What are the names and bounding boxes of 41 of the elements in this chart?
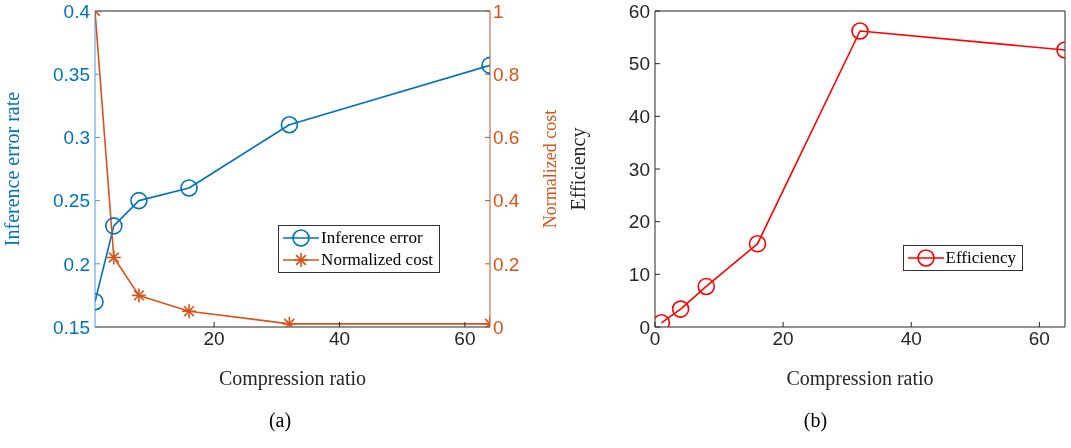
y2-tick-label: 1: [493, 0, 504, 22]
legend-label: Inference error: [321, 227, 423, 249]
y-tick-label: 0.15: [53, 316, 90, 338]
point: [671, 300, 690, 318]
y-axis-title: Inference error rate: [1, 91, 24, 247]
y2-tick-label: 0.6: [493, 127, 520, 149]
text: (a): [267, 409, 293, 432]
x-tick-label: 60: [1028, 328, 1050, 350]
legend-label: Normalized cost: [321, 249, 433, 271]
y-tick-label: 50: [628, 53, 650, 75]
x-tick-label: 20: [203, 328, 225, 350]
x-tick-label: 60: [454, 328, 476, 350]
x-tick-label: 40: [900, 328, 922, 350]
y-tick-label: 20: [628, 211, 650, 233]
y-tick-label: 10: [628, 264, 650, 286]
point: [697, 277, 716, 296]
point: [130, 191, 148, 210]
y2-tick-label: 0.2: [493, 253, 520, 275]
y-tick-label: 30: [628, 158, 650, 180]
x-axis-title: Compression ratio: [218, 367, 367, 390]
y-tick-label: 0.25: [53, 190, 90, 212]
x-tick-label: 20: [772, 328, 794, 350]
point: [280, 115, 299, 134]
point: [180, 179, 198, 197]
y2-tick-label: 0.4: [493, 190, 520, 212]
y-tick-label: 0.35: [53, 63, 90, 85]
y-tick-label: 0.4: [63, 0, 91, 22]
point: [748, 234, 767, 253]
y-tick-label: 40: [628, 106, 650, 128]
y-tick-label: 0.2: [63, 253, 90, 275]
y-axis-title: Efficiency: [567, 127, 591, 211]
x-tick-label: 40: [328, 328, 351, 350]
text: (b): [802, 409, 829, 432]
y-tick-label: 0.3: [63, 127, 90, 149]
y-tick-label: 60: [628, 0, 650, 22]
point: [851, 22, 869, 40]
point: [105, 217, 123, 235]
y2-axis-title: Normalized cost: [540, 109, 561, 229]
y2-tick-label: 0.8: [493, 63, 520, 85]
legend-label: Efficiency: [945, 247, 1016, 269]
x-axis-title: Compression ratio: [786, 367, 934, 390]
